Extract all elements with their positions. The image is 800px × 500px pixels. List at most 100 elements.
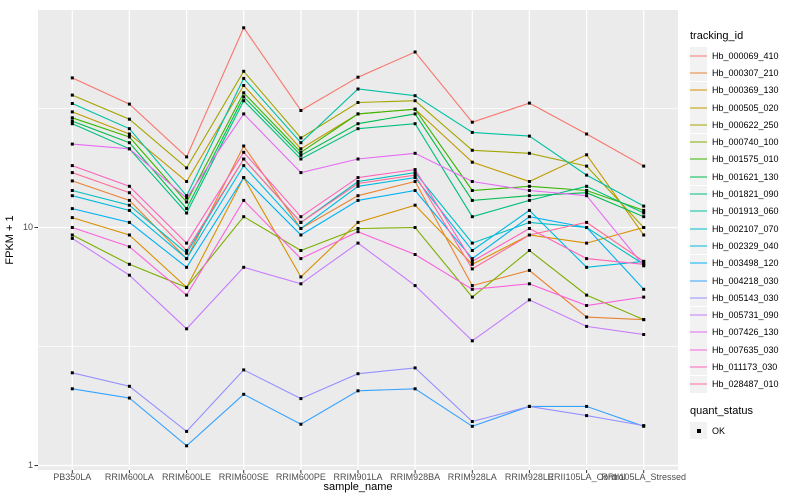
data-point xyxy=(127,147,131,151)
data-point xyxy=(185,200,189,204)
data-point xyxy=(185,265,189,269)
data-point xyxy=(70,122,74,126)
data-point xyxy=(185,211,189,215)
data-point xyxy=(470,287,474,291)
line-key-icon xyxy=(690,341,707,359)
x-axis-title: sample_name xyxy=(323,481,393,493)
legend-title-quant-status: quant_status xyxy=(690,404,753,417)
data-point xyxy=(70,116,74,120)
data-point xyxy=(242,76,246,80)
data-point xyxy=(242,99,246,103)
y-tick-label: 1 xyxy=(27,460,33,471)
legend-entry-label: Hb_001575_010 xyxy=(712,154,779,165)
data-point xyxy=(299,249,303,252)
data-point xyxy=(585,194,589,198)
data-point xyxy=(299,109,303,112)
data-point xyxy=(470,259,474,263)
data-point xyxy=(356,372,360,376)
data-point xyxy=(242,84,246,87)
data-point xyxy=(242,26,246,30)
y-tick-label: 10 xyxy=(22,222,33,233)
data-point xyxy=(527,208,531,212)
legend-entry-Hb_000307_210: Hb_000307_210 xyxy=(690,64,798,82)
data-point xyxy=(642,259,646,263)
legend-entry-label: Hb_028487_010 xyxy=(712,379,779,390)
data-point xyxy=(70,102,74,105)
line-key-icon xyxy=(690,64,707,82)
legend-entry-label: Hb_000740_100 xyxy=(712,137,779,148)
data-point xyxy=(413,176,417,180)
legend-title-tracking-id: tracking_id xyxy=(690,30,744,42)
data-point xyxy=(242,368,246,372)
line-key-icon xyxy=(690,185,707,203)
data-point xyxy=(470,148,474,152)
data-point xyxy=(413,203,417,207)
data-point xyxy=(185,285,189,289)
line-key-icon xyxy=(690,289,707,307)
data-point xyxy=(70,387,74,391)
line-key-icon xyxy=(690,150,707,168)
data-point xyxy=(70,179,74,183)
data-point xyxy=(527,298,531,302)
legend-entry-ok: OK xyxy=(690,422,798,440)
legend-entry-label: Hb_000505_020 xyxy=(712,102,779,113)
data-point xyxy=(127,117,131,121)
data-point xyxy=(413,112,417,116)
data-point xyxy=(413,50,417,54)
legend-entry-Hb_001913_060: Hb_001913_060 xyxy=(690,202,798,220)
data-point xyxy=(585,324,589,328)
legend-entry-label: Hb_011173_030 xyxy=(712,361,778,372)
data-point xyxy=(585,304,589,307)
data-point xyxy=(185,251,189,255)
data-point xyxy=(299,275,303,279)
data-point xyxy=(585,191,589,195)
data-point xyxy=(356,101,360,104)
line-key-icon xyxy=(690,272,707,289)
data-point xyxy=(527,233,531,237)
legend-entries: Hb_000069_410 Hb_000307_210 Hb_000369_130 H… xyxy=(690,47,798,393)
x-tick-label: RRIM928LA xyxy=(447,472,497,482)
ok-square-key-icon xyxy=(690,422,707,440)
data-point xyxy=(242,144,246,148)
data-point xyxy=(470,160,474,164)
x-tick-label: RRIM928LE xyxy=(504,472,554,482)
data-point xyxy=(585,220,589,224)
line-key-icon xyxy=(690,47,707,65)
data-point xyxy=(242,91,246,95)
data-point xyxy=(185,249,189,252)
data-point xyxy=(242,69,246,73)
data-point xyxy=(642,211,646,215)
data-point xyxy=(127,245,131,249)
data-point xyxy=(413,99,417,103)
data-point xyxy=(527,249,531,252)
legend-entry-Hb_001821_090: Hb_001821_090 xyxy=(690,185,798,203)
data-point xyxy=(299,150,303,154)
data-point xyxy=(70,236,74,240)
data-point xyxy=(299,141,303,145)
line-key-icon xyxy=(690,81,707,99)
data-point xyxy=(413,253,417,256)
data-point xyxy=(470,241,474,245)
legend-entry-label: Hb_000307_210 xyxy=(712,67,779,78)
legend-quant-status: quant_status OK xyxy=(690,404,798,440)
data-point xyxy=(642,204,646,208)
legend-entry-label: Hb_000622_250 xyxy=(712,119,779,130)
line-key-icon xyxy=(690,202,707,220)
legend-entry-Hb_007635_030: Hb_007635_030 xyxy=(690,341,798,359)
data-point xyxy=(185,194,189,198)
legend-entry-label: Hb_004218_030 xyxy=(712,275,779,286)
legend-entry-label: Hb_000069_410 xyxy=(712,50,779,61)
data-point xyxy=(127,127,131,131)
data-point xyxy=(127,141,131,145)
legend-entry-label: Hb_002329_040 xyxy=(712,240,779,251)
data-point xyxy=(356,182,360,185)
data-point xyxy=(642,295,646,299)
data-point xyxy=(185,429,189,433)
x-tick-label: RRIM600SE xyxy=(218,472,269,482)
legend-entry-Hb_000740_100: Hb_000740_100 xyxy=(690,133,798,151)
data-point xyxy=(585,293,589,297)
line-key-icon xyxy=(690,323,707,341)
data-point xyxy=(127,220,131,224)
